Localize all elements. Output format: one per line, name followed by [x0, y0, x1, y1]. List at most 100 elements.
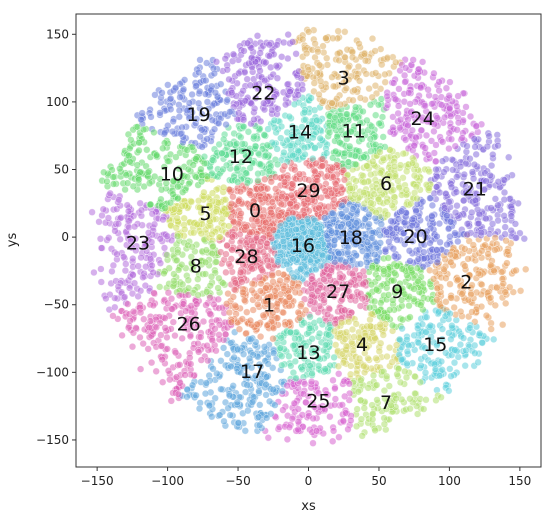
scatter-point — [372, 111, 380, 119]
scatter-point — [243, 75, 251, 83]
scatter-point — [379, 331, 387, 339]
scatter-point — [290, 399, 298, 407]
scatter-point — [490, 335, 498, 344]
scatter-point — [365, 84, 373, 93]
scatter-point — [462, 346, 470, 355]
scatter-point — [277, 122, 286, 131]
scatter-point — [269, 385, 277, 394]
scatter-point — [294, 405, 302, 413]
scatter-point — [429, 275, 438, 283]
scatter-point — [379, 133, 387, 141]
scatter-point — [361, 57, 370, 65]
scatter-point — [500, 212, 508, 220]
scatter-point — [197, 356, 205, 364]
scatter-point — [443, 240, 451, 249]
scatter-point — [347, 416, 355, 425]
scatter-point — [224, 404, 232, 412]
scatter-point — [203, 59, 211, 67]
scatter-point — [135, 176, 143, 184]
scatter-point — [257, 117, 265, 126]
scatter-point — [372, 208, 380, 217]
scatter-point — [491, 301, 499, 310]
scatter-point — [229, 193, 237, 201]
scatter-point — [474, 269, 483, 278]
scatter-point — [433, 232, 441, 241]
scatter-point — [329, 427, 338, 435]
scatter-point — [403, 335, 411, 344]
scatter-point — [475, 210, 484, 219]
scatter-point — [254, 176, 262, 185]
scatter-point — [243, 39, 252, 47]
scatter-point — [413, 194, 421, 203]
scatter-point — [357, 376, 365, 384]
scatter-point — [121, 266, 130, 275]
scatter-point — [244, 128, 253, 136]
scatter-point — [350, 86, 359, 94]
scatter-point — [270, 349, 278, 357]
scatter-point — [146, 200, 155, 209]
scatter-point — [283, 435, 292, 444]
scatter-point — [406, 100, 414, 108]
scatter-point — [99, 205, 107, 213]
scatter-point — [451, 142, 459, 150]
scatter-point — [348, 256, 357, 264]
scatter-point — [160, 244, 169, 252]
scatter-point — [225, 391, 234, 400]
scatter-point — [243, 308, 251, 316]
scatter-point — [288, 415, 296, 423]
scatter-point — [306, 313, 314, 321]
scatter-point — [292, 50, 300, 58]
scatter-point — [284, 30, 292, 39]
scatter-point — [283, 260, 291, 268]
scatter-point — [269, 324, 278, 332]
scatter-point — [105, 234, 113, 242]
scatter-point — [376, 239, 384, 247]
scatter-point — [441, 113, 449, 122]
scatter-point — [172, 373, 181, 381]
scatter-point — [103, 177, 111, 186]
scatter-point — [286, 87, 294, 96]
scatter-point — [360, 153, 368, 161]
scatter-point — [215, 274, 223, 282]
scatter-point — [340, 149, 349, 158]
scatter-point — [406, 395, 414, 403]
scatter-point — [202, 379, 210, 387]
scatter-point — [236, 187, 245, 196]
scatter-point — [198, 143, 206, 151]
scatter-point — [136, 365, 145, 373]
scatter-point — [368, 263, 376, 272]
scatter-point — [230, 218, 238, 226]
scatter-point — [114, 220, 123, 228]
scatter-point — [235, 109, 243, 117]
scatter-point — [405, 341, 413, 350]
scatter-point — [209, 365, 217, 373]
scatter-point — [373, 257, 381, 265]
scatter-point — [418, 320, 427, 328]
scatter-point — [225, 75, 233, 84]
scatter-point — [377, 220, 385, 228]
scatter-point — [356, 260, 365, 268]
scatter-point — [140, 182, 148, 191]
scatter-point — [111, 294, 119, 302]
scatter-point — [520, 235, 528, 243]
scatter-point — [335, 370, 343, 378]
scatter-point — [187, 198, 196, 206]
scatter-point — [470, 135, 478, 143]
scatter-point — [176, 93, 184, 101]
scatter-point — [239, 87, 247, 95]
scatter-point — [125, 152, 133, 160]
scatter-point — [408, 159, 417, 167]
scatter-point — [156, 259, 165, 267]
scatter-point — [314, 48, 322, 56]
scatter-point — [434, 308, 443, 316]
scatter-point — [202, 301, 210, 309]
scatter-point — [482, 311, 491, 320]
scatter-point — [308, 291, 316, 299]
scatter-point — [487, 161, 496, 170]
scatter-point — [333, 132, 341, 141]
scatter-point — [255, 387, 263, 395]
scatter-point — [239, 116, 248, 124]
scatter-point — [122, 171, 130, 179]
scatter-point — [295, 170, 304, 178]
scatter-point — [437, 393, 445, 401]
